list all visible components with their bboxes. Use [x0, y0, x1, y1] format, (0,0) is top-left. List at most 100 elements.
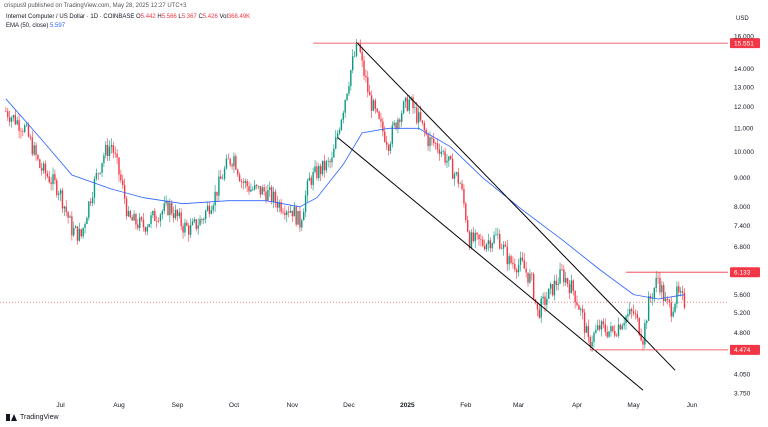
- candle-body: [395, 122, 397, 130]
- candle-body: [316, 166, 318, 179]
- candle-body: [412, 97, 414, 108]
- candle-body: [357, 42, 360, 45]
- candle-body: [310, 177, 312, 185]
- candle-body: [54, 174, 56, 181]
- brand-footer[interactable]: TradingView: [6, 414, 59, 421]
- candle-body: [261, 187, 263, 195]
- candle-body: [572, 280, 574, 291]
- candle-body: [427, 134, 429, 147]
- candle-body: [206, 205, 209, 211]
- candle-body: [391, 125, 393, 144]
- candle-body: [57, 193, 60, 196]
- candle-body: [644, 323, 646, 345]
- ema-legend[interactable]: EMA (50, close) 5.597: [6, 23, 65, 29]
- candle-body: [402, 101, 405, 114]
- candle-body: [457, 172, 459, 184]
- candle-body: [674, 303, 676, 312]
- candle-body: [597, 325, 599, 330]
- candle-body: [470, 232, 473, 248]
- candle-body: [557, 283, 559, 285]
- candle-body: [378, 111, 380, 119]
- candle-body: [487, 240, 490, 245]
- candle-body: [84, 224, 86, 228]
- candle-body: [259, 186, 262, 195]
- candle-body: [565, 278, 567, 283]
- candle-body: [632, 311, 635, 314]
- candle-body: [384, 131, 386, 142]
- candle-body: [199, 219, 201, 226]
- candle-body: [253, 184, 256, 190]
- candle-body: [5, 111, 7, 112]
- candle-body: [12, 115, 15, 118]
- candle-body: [512, 262, 514, 265]
- candle-body: [489, 240, 492, 249]
- candle-body: [365, 75, 367, 78]
- brand-name: TradingView: [20, 414, 59, 421]
- candle-body: [372, 100, 375, 111]
- candle-body: [155, 220, 158, 222]
- candle-body: [495, 234, 497, 236]
- candle-body: [131, 217, 133, 221]
- candle-body: [527, 272, 529, 283]
- candle-body: [186, 222, 188, 226]
- candle-body: [434, 143, 437, 144]
- candle-body: [506, 246, 508, 265]
- candle-body: [191, 221, 194, 225]
- candle-body: [661, 285, 663, 293]
- candle-body: [225, 158, 228, 169]
- candle-body: [24, 125, 26, 132]
- candle-body: [110, 145, 113, 147]
- candle-body: [433, 138, 435, 144]
- candle-body: [461, 183, 463, 190]
- candle-body: [333, 148, 335, 158]
- candle-body: [563, 269, 565, 283]
- candle-body: [638, 317, 640, 335]
- price-level-label: 6.133: [734, 269, 751, 276]
- candle-body: [542, 296, 544, 299]
- channel-line-upper[interactable]: [356, 41, 676, 371]
- channel-line-lower[interactable]: [337, 137, 644, 391]
- x-tick-label: Mar: [513, 402, 525, 409]
- candle-body: [540, 298, 542, 318]
- candle-body: [44, 163, 47, 174]
- candle-body: [608, 331, 610, 337]
- candle-body: [172, 213, 175, 219]
- candle-body: [482, 239, 484, 246]
- candle-body: [193, 219, 196, 222]
- candle-body: [627, 314, 629, 317]
- candle-body: [248, 186, 250, 192]
- candle-body: [604, 324, 606, 332]
- candle-body: [355, 42, 358, 56]
- candle-body: [33, 145, 35, 155]
- candle-body: [578, 305, 580, 310]
- ema-label: EMA (50, close): [6, 23, 49, 29]
- candle-body: [401, 113, 403, 122]
- symbol-title[interactable]: Internet Computer / US Dollar · 1D · COI…: [6, 14, 135, 20]
- candle-body: [127, 211, 130, 217]
- candle-body: [536, 301, 539, 310]
- candle-body: [451, 159, 454, 179]
- currency-label: USD: [736, 16, 749, 22]
- candle-body: [370, 95, 373, 111]
- candle-body: [197, 225, 199, 229]
- candle-body: [361, 52, 363, 61]
- candle-body: [86, 217, 88, 225]
- price-level-badge: [730, 344, 760, 355]
- candle-body: [237, 169, 239, 175]
- candle-body: [80, 229, 82, 237]
- y-tick-label: 4.800: [734, 330, 751, 337]
- x-tick-label: Sep: [172, 402, 184, 409]
- candle-body: [269, 187, 271, 191]
- ohlc-label-h: H: [155, 14, 162, 20]
- candle-body: [97, 173, 99, 174]
- candle-body: [442, 151, 444, 152]
- candle-body: [532, 273, 535, 300]
- candle-body: [350, 70, 352, 87]
- candle-body: [157, 221, 160, 222]
- candle-body: [90, 201, 92, 204]
- candle-body: [438, 149, 441, 154]
- candle-body: [548, 288, 550, 299]
- candle-body: [242, 182, 245, 183]
- candle-body: [314, 166, 316, 172]
